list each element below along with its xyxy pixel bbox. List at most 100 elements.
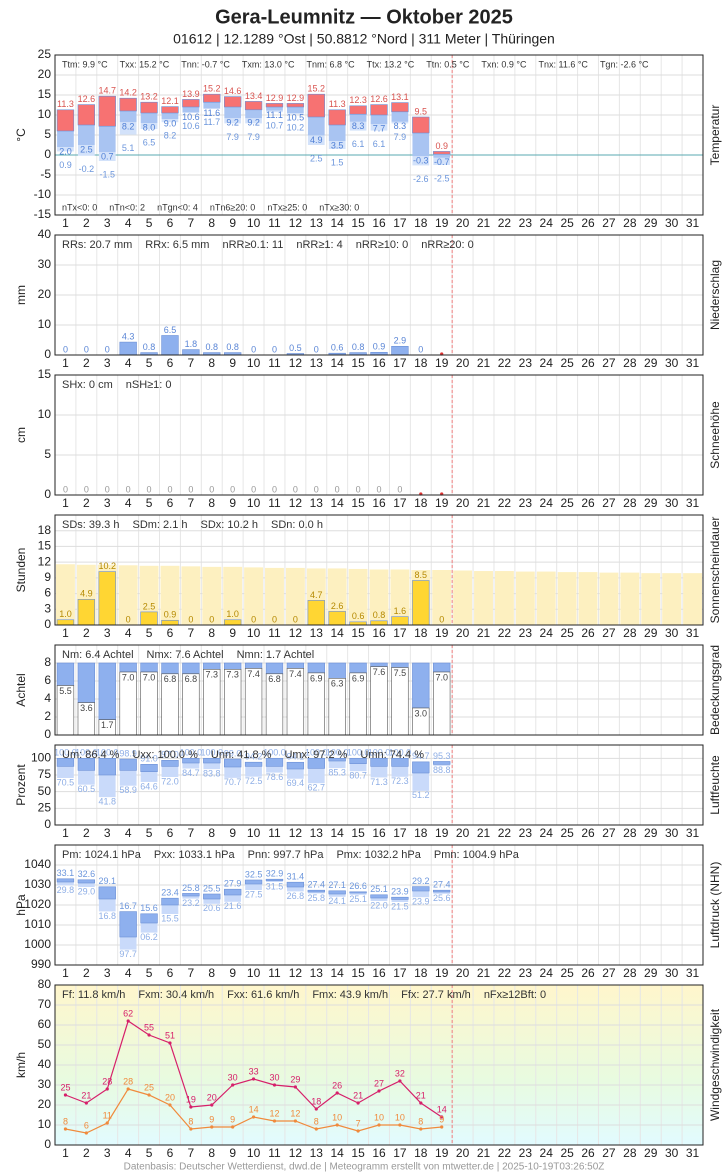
x-tick-label: 25 bbox=[560, 496, 574, 510]
panel-frame bbox=[54, 54, 704, 216]
bar bbox=[56, 619, 75, 626]
x-tick-label: 13 bbox=[310, 216, 324, 230]
x-tick-label: 16 bbox=[372, 966, 386, 980]
bar bbox=[161, 335, 179, 356]
ground-label: 6.1 bbox=[352, 139, 365, 149]
high-bar bbox=[98, 95, 116, 127]
point bbox=[147, 1033, 151, 1037]
low-bar bbox=[328, 125, 346, 141]
min-label: 62.7 bbox=[308, 783, 326, 793]
y-tick-label: 0 bbox=[44, 147, 51, 161]
x-tick-label: 4 bbox=[125, 966, 132, 980]
value-label: 1.7 bbox=[101, 720, 114, 730]
y-tick-label: 15 bbox=[38, 87, 52, 101]
ground-bar bbox=[245, 118, 262, 124]
high-bar bbox=[203, 93, 221, 103]
max-label: 14.6 bbox=[224, 86, 242, 96]
value-label: 0 bbox=[105, 484, 110, 494]
cover-bar bbox=[140, 662, 158, 673]
y-tick-label: 60 bbox=[38, 1017, 52, 1031]
x-tick-label: 5 bbox=[146, 356, 153, 370]
x-tick-label: 22 bbox=[498, 496, 512, 510]
possible-bar bbox=[620, 572, 640, 625]
max-label: 100.0 bbox=[180, 748, 203, 758]
x-tick-label: 6 bbox=[167, 626, 174, 640]
x-tick-label: 18 bbox=[414, 356, 428, 370]
min-label: 10.5 bbox=[287, 112, 305, 122]
stat: Nmx: 7.6 Achtel bbox=[147, 649, 224, 661]
value-label: 9 bbox=[439, 1114, 444, 1124]
x-tick-label: 30 bbox=[665, 216, 679, 230]
y-tick-label: -10 bbox=[34, 187, 52, 201]
high-bar bbox=[161, 897, 179, 906]
value-label: 9 bbox=[230, 1114, 235, 1124]
value-label: 8 bbox=[63, 1116, 68, 1126]
x-tick-label: 11 bbox=[268, 826, 281, 840]
min-label: 26.8 bbox=[287, 891, 305, 901]
stat: Unn: 41.8 % bbox=[211, 749, 272, 761]
stat: Pnn: 997.7 hPa bbox=[248, 849, 325, 861]
x-tick-label: 28 bbox=[623, 496, 637, 510]
max-label: 27.4 bbox=[308, 880, 326, 890]
point bbox=[231, 1083, 235, 1087]
low-bar bbox=[391, 766, 409, 777]
value-label: 10 bbox=[332, 1112, 342, 1122]
low-bar bbox=[140, 923, 158, 933]
max-label: 33.1 bbox=[57, 868, 75, 878]
ground-bar bbox=[287, 113, 304, 115]
x-tick-label: 10 bbox=[247, 496, 261, 510]
low-bar bbox=[433, 764, 451, 766]
point bbox=[356, 1101, 360, 1105]
y-tick-label: 20 bbox=[38, 67, 52, 81]
y-axis-label: Prozent bbox=[14, 764, 28, 806]
high-bar bbox=[328, 890, 346, 895]
min-label: 8.2 bbox=[122, 122, 135, 132]
x-tick-label: 4 bbox=[125, 826, 132, 840]
y-tick-label: 18 bbox=[38, 523, 52, 537]
y-tick-label: 0 bbox=[44, 487, 51, 501]
min-label: 21.6 bbox=[224, 901, 242, 911]
x-tick-label: 1 bbox=[62, 626, 69, 640]
value-label: 4.7 bbox=[310, 590, 323, 600]
x-tick-label: 22 bbox=[498, 1146, 512, 1160]
stat: Fmx: 43.9 km/h bbox=[312, 989, 388, 1001]
cover-bar bbox=[412, 662, 430, 709]
x-tick-label: 14 bbox=[331, 1146, 345, 1160]
high-bar bbox=[286, 881, 305, 888]
x-tick-label: 6 bbox=[167, 496, 174, 510]
x-tick-label: 9 bbox=[229, 496, 236, 510]
high-bar bbox=[244, 761, 263, 767]
min-label: 25.1 bbox=[349, 894, 367, 904]
low-bar bbox=[245, 766, 262, 777]
low-bar bbox=[161, 766, 179, 777]
x-tick-label: 24 bbox=[540, 496, 554, 510]
x-tick-label: 30 bbox=[665, 826, 679, 840]
possible-bar bbox=[118, 565, 138, 625]
cover-bar bbox=[203, 662, 221, 670]
value-label: 62 bbox=[123, 1008, 133, 1018]
stat: SDs: 39.3 h bbox=[62, 519, 119, 531]
stat: SDx: 10.2 h bbox=[201, 519, 258, 531]
high-bar bbox=[370, 894, 388, 899]
x-tick-label: 24 bbox=[540, 356, 554, 370]
value-label: 6.5 bbox=[164, 325, 177, 335]
high-bar bbox=[140, 101, 158, 114]
low-bar bbox=[245, 109, 262, 119]
y-tick-label: 40 bbox=[38, 1057, 52, 1071]
x-tick-label: 31 bbox=[686, 826, 700, 840]
x-tick-label: 14 bbox=[331, 966, 345, 980]
x-tick-label: 15 bbox=[351, 356, 365, 370]
x-tick-label: 1 bbox=[62, 826, 69, 840]
ground-bar bbox=[57, 147, 74, 152]
ground-label: 5.1 bbox=[122, 143, 135, 153]
max-label: 15.2 bbox=[308, 84, 326, 94]
value-label: 7.0 bbox=[435, 672, 448, 682]
point bbox=[231, 1125, 235, 1129]
high-bar bbox=[203, 758, 221, 764]
value-label: 21 bbox=[416, 1090, 426, 1100]
value-label: 6.3 bbox=[331, 679, 344, 689]
max-label: 100.0 bbox=[75, 748, 98, 758]
x-tick-label: 30 bbox=[665, 1146, 679, 1160]
x-tick-label: 24 bbox=[540, 966, 554, 980]
high-bar bbox=[224, 888, 242, 896]
